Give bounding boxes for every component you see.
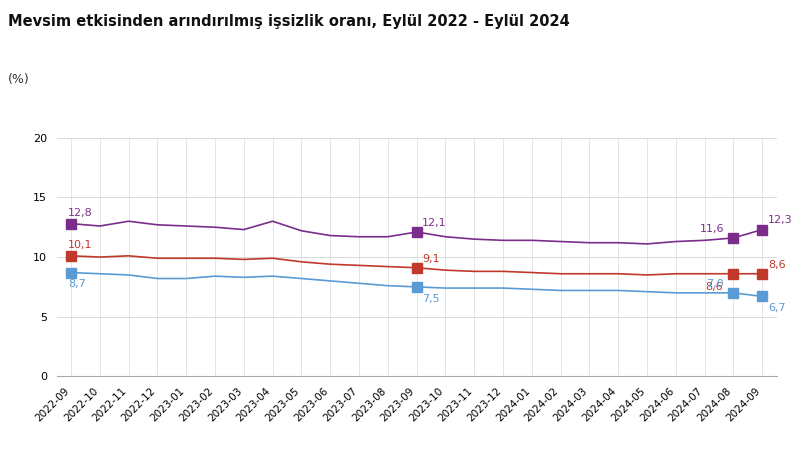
Text: 8,6: 8,6	[768, 260, 786, 269]
Text: 9,1: 9,1	[422, 254, 440, 263]
Text: 11,6: 11,6	[700, 224, 725, 234]
Text: 12,1: 12,1	[422, 218, 447, 228]
Text: 7,0: 7,0	[705, 279, 723, 289]
Text: 8,7: 8,7	[68, 279, 86, 289]
Text: 7,5: 7,5	[422, 294, 440, 303]
Text: (%): (%)	[8, 73, 30, 86]
Text: 10,1: 10,1	[68, 241, 93, 250]
Text: 8,6: 8,6	[705, 282, 723, 292]
Text: Mevsim etkisinden arındırılmış işsizlik oranı, Eylül 2022 - Eylül 2024: Mevsim etkisinden arındırılmış işsizlik …	[8, 14, 570, 29]
Text: 12,3: 12,3	[768, 215, 793, 225]
Text: 6,7: 6,7	[768, 303, 786, 313]
Text: 12,8: 12,8	[68, 208, 93, 218]
